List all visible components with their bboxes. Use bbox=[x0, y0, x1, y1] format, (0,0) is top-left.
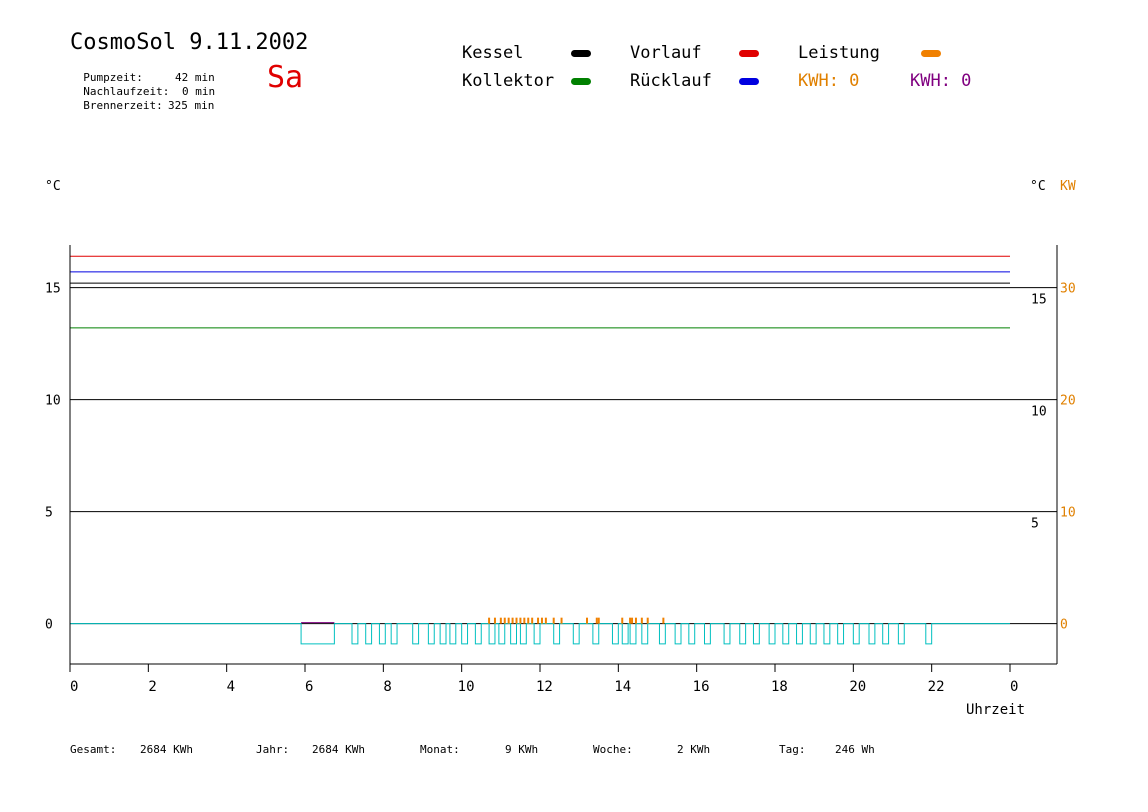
legend-kollektor-label: Kollektor bbox=[462, 71, 555, 91]
footer-monat-value: 9 KWh bbox=[505, 743, 539, 756]
right-tick-label-c: 10 bbox=[1031, 405, 1047, 420]
stat-label: Brennerzeit: bbox=[83, 99, 163, 112]
footer-gesamt-value: 2684 KWh bbox=[140, 743, 193, 756]
right-tick-label-kw: 30 bbox=[1060, 282, 1076, 297]
footer-woche-value: 2 KWh bbox=[677, 743, 711, 756]
left-tick-label: 0 bbox=[45, 618, 53, 633]
x-tick-label: 16 bbox=[693, 679, 710, 695]
right-tick-label-c: 5 bbox=[1031, 517, 1039, 532]
x-tick-label: 0 bbox=[1010, 679, 1018, 695]
footer-tag-label: Tag: bbox=[779, 743, 806, 756]
legend-vorlauf-label: Vorlauf bbox=[630, 43, 702, 63]
legend-ruecklauf-label: Rücklauf bbox=[630, 71, 712, 91]
right-axis-unit-kw: KW bbox=[1060, 179, 1076, 194]
right-tick-label-kw: 10 bbox=[1060, 506, 1076, 521]
x-tick-label: 2 bbox=[148, 679, 156, 695]
stat-pumpzeit: Pumpzeit: 42 min bbox=[70, 58, 215, 84]
x-tick-label: 6 bbox=[305, 679, 313, 695]
left-tick-label: 15 bbox=[45, 282, 61, 297]
right-tick-label-kw: 20 bbox=[1060, 394, 1076, 409]
pump-signal bbox=[70, 623, 1010, 645]
legend-kessel-swatch bbox=[571, 50, 591, 57]
legend-kollektor-swatch bbox=[571, 78, 591, 85]
x-tick-label: 18 bbox=[771, 679, 788, 695]
page-title: CosmoSol 9.11.2002 bbox=[70, 30, 309, 55]
x-tick-label: 20 bbox=[849, 679, 866, 695]
stat-label: Pumpzeit: bbox=[83, 71, 143, 84]
legend-leistung-swatch bbox=[921, 50, 941, 57]
legend-ruecklauf-swatch bbox=[739, 78, 759, 85]
legend-kessel-label: Kessel bbox=[462, 43, 524, 63]
legend-vorlauf-swatch bbox=[739, 50, 759, 57]
x-tick-label: 8 bbox=[383, 679, 391, 695]
x-axis-label: Uhrzeit bbox=[966, 702, 1025, 718]
footer-monat-label: Monat: bbox=[420, 743, 460, 756]
stat-nachlaufzeit: Nachlaufzeit: 0 min bbox=[70, 72, 215, 98]
left-tick-label: 10 bbox=[45, 394, 61, 409]
right-tick-label-c: 15 bbox=[1031, 293, 1047, 308]
legend-kwh-leistung: KWH: 0 bbox=[798, 71, 860, 91]
x-tick-label: 0 bbox=[70, 679, 78, 695]
footer-gesamt-label: Gesamt: bbox=[70, 743, 117, 756]
stat-label: Nachlaufzeit: bbox=[83, 85, 170, 98]
x-tick-label: 12 bbox=[536, 679, 553, 695]
footer-tag-value: 246 Wh bbox=[835, 743, 875, 756]
x-tick-label: 22 bbox=[928, 679, 945, 695]
x-tick-label: 10 bbox=[458, 679, 475, 695]
left-tick-label: 5 bbox=[45, 506, 53, 521]
stat-value: 0 min bbox=[182, 85, 216, 98]
footer-woche-label: Woche: bbox=[593, 743, 633, 756]
left-axis-unit: °C bbox=[45, 179, 61, 194]
right-tick-label-kw: 0 bbox=[1060, 618, 1068, 633]
stat-brennerzeit: Brennerzeit: 325 min bbox=[70, 86, 214, 112]
stat-value: 325 min bbox=[168, 99, 215, 112]
x-tick-label: 4 bbox=[227, 679, 235, 695]
x-tick-label: 14 bbox=[614, 679, 631, 695]
legend-leistung-label: Leistung bbox=[798, 43, 880, 63]
stat-value: 42 min bbox=[175, 71, 215, 84]
weekday: Sa bbox=[267, 60, 304, 95]
footer-jahr-label: Jahr: bbox=[256, 743, 290, 756]
right-axis-unit-c: °C bbox=[1030, 179, 1046, 194]
footer-jahr-value: 2684 KWh bbox=[312, 743, 365, 756]
legend-kwh-purple: KWH: 0 bbox=[910, 71, 972, 91]
